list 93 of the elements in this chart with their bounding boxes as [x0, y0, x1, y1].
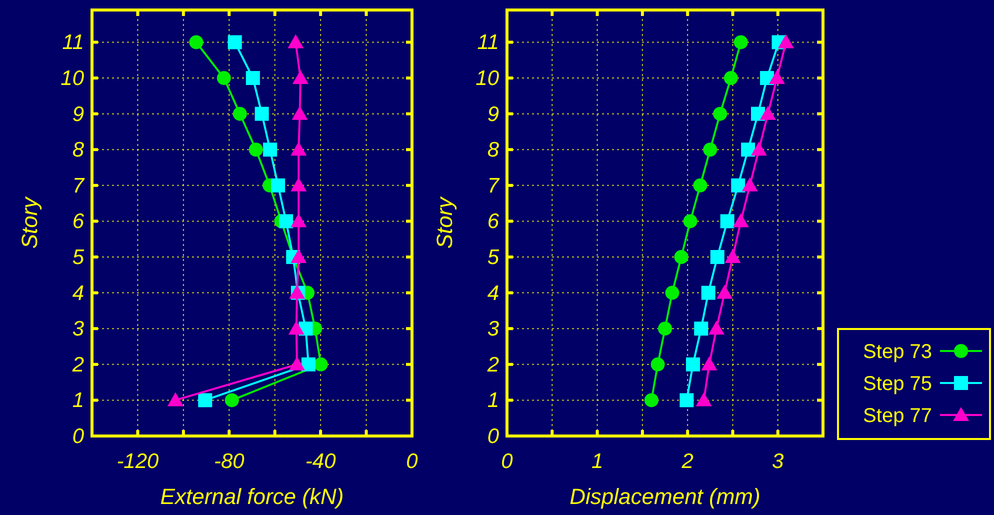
y-tick-label: 2	[71, 353, 84, 376]
x-axis-title: External force (kN)	[160, 484, 344, 509]
point	[248, 142, 263, 157]
x-tick-label: -40	[305, 450, 336, 473]
point	[292, 70, 308, 84]
point	[279, 214, 294, 228]
point	[314, 357, 328, 372]
point	[724, 71, 738, 86]
y-tick-label: 2	[486, 353, 500, 376]
y-tick-label: 4	[72, 282, 84, 305]
y-tick-label: 8	[72, 138, 84, 162]
y-axis-title: Story	[432, 195, 457, 249]
x-tick-label: 0	[501, 450, 514, 473]
point	[198, 393, 212, 408]
y-tick-label: 7	[487, 174, 500, 198]
y-tick-label: 6	[487, 210, 500, 234]
point	[701, 286, 716, 300]
point	[290, 177, 307, 192]
y-tick-label: 7	[72, 174, 86, 198]
y-axis-title: Story	[17, 195, 42, 249]
x-tick-label: -80	[214, 450, 245, 473]
point	[768, 70, 785, 84]
point	[710, 250, 724, 264]
point	[760, 106, 776, 120]
point	[734, 35, 748, 50]
y-tick-label: 1	[487, 389, 499, 412]
y-tick-label: 9	[72, 102, 84, 126]
y-tick-label: 4	[487, 282, 499, 305]
point	[708, 320, 724, 335]
point	[224, 393, 239, 408]
point	[741, 142, 756, 157]
point	[288, 320, 304, 335]
point	[742, 177, 758, 192]
point	[750, 142, 767, 156]
y-tick-label: 5	[487, 246, 500, 270]
y-tick-label: 5	[72, 246, 84, 270]
point	[228, 35, 242, 50]
point	[720, 214, 734, 228]
x-tick-label: -120	[116, 450, 160, 473]
point	[701, 356, 718, 370]
point	[290, 142, 307, 156]
point	[263, 142, 278, 157]
y-tick-label: 10	[60, 67, 84, 90]
point	[216, 71, 231, 86]
y-tick-label: 0	[72, 425, 84, 448]
y-tick-label: 11	[62, 31, 84, 54]
point	[290, 213, 307, 228]
point	[693, 178, 708, 192]
y-tick-label: 3	[487, 318, 500, 341]
point	[644, 393, 658, 408]
y-tick-label: 6	[72, 210, 84, 234]
point	[301, 357, 316, 372]
point	[724, 249, 741, 264]
point	[694, 322, 708, 336]
y-tick-label: 9	[487, 102, 500, 126]
point	[292, 106, 308, 120]
y-tick-label: 11	[477, 31, 499, 54]
point	[680, 393, 694, 408]
y-tick-label: 0	[487, 425, 500, 448]
x-tick-label: 1	[591, 450, 604, 473]
point	[716, 284, 733, 299]
point	[650, 357, 665, 372]
point	[683, 214, 698, 228]
y-tick-label: 3	[72, 318, 84, 341]
point	[254, 106, 269, 121]
point	[665, 286, 680, 300]
point	[731, 178, 746, 192]
point	[232, 106, 247, 121]
point	[713, 106, 728, 121]
y-tick-label: 8	[487, 138, 500, 162]
x-tick-label: 0	[406, 450, 418, 473]
legend-label: Step 75	[863, 373, 932, 395]
y-tick-label: 10	[476, 67, 500, 90]
point	[658, 322, 672, 336]
point	[686, 357, 700, 372]
legend-label: Step 77	[863, 405, 932, 427]
x-tick-label: 3	[772, 450, 784, 473]
point	[674, 250, 688, 264]
point	[167, 392, 184, 406]
point	[290, 249, 307, 264]
point	[289, 356, 306, 370]
legend-label: Step 73	[863, 341, 932, 363]
x-axis-title: Displacement (mm)	[570, 484, 760, 509]
y-tick-label: 1	[72, 389, 84, 412]
x-tick-label: 2	[680, 450, 694, 473]
point	[732, 213, 749, 228]
point	[703, 142, 718, 157]
point	[189, 35, 204, 50]
point	[246, 71, 260, 86]
point	[696, 392, 712, 406]
point	[271, 178, 286, 192]
point	[288, 34, 304, 48]
point	[778, 34, 794, 48]
